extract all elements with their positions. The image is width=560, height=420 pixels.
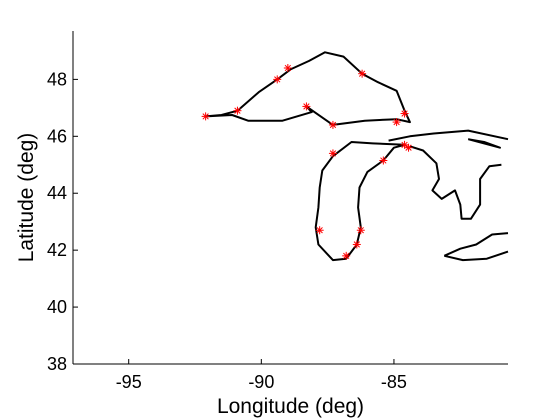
shoreline-series-4 bbox=[467, 138, 501, 149]
star-marker-15 bbox=[352, 240, 361, 249]
star-marker-12 bbox=[404, 143, 413, 152]
star-marker-5 bbox=[400, 109, 409, 118]
star-marker-1 bbox=[233, 106, 242, 115]
star-marker-13 bbox=[315, 226, 324, 235]
shoreline-series-5 bbox=[444, 250, 509, 262]
x-tick-label: -95 bbox=[116, 372, 142, 392]
x-tick-label: -85 bbox=[381, 372, 407, 392]
shoreline-series-0 bbox=[205, 51, 411, 126]
star-marker-9 bbox=[328, 149, 337, 158]
star-marker-6 bbox=[392, 118, 401, 127]
star-marker-2 bbox=[273, 75, 282, 84]
shoreline-series-6 bbox=[443, 232, 509, 257]
shoreline-series-2 bbox=[409, 145, 502, 220]
star-marker-16 bbox=[342, 251, 351, 260]
x-ticks: -95 -90 -85 bbox=[116, 359, 407, 392]
y-tick-label: 44 bbox=[47, 183, 67, 203]
star-marker-4 bbox=[358, 69, 367, 78]
y-tick-label: 46 bbox=[47, 126, 67, 146]
star-marker-3 bbox=[283, 64, 292, 72]
y-tick-label: 42 bbox=[47, 240, 67, 260]
star-marker-14 bbox=[356, 226, 365, 235]
y-tick-label: 48 bbox=[47, 69, 67, 89]
axes bbox=[72, 31, 508, 365]
y-ticks: 38 40 42 44 46 48 bbox=[47, 69, 78, 374]
x-tick-label: -90 bbox=[248, 372, 274, 392]
y-tick-label: 40 bbox=[47, 297, 67, 317]
star-marker-10 bbox=[379, 156, 388, 165]
y-tick-label: 38 bbox=[47, 354, 67, 374]
y-axis-label: Latitude (deg) bbox=[15, 133, 38, 263]
star-marker-7 bbox=[302, 102, 311, 111]
star-marker-8 bbox=[328, 120, 337, 129]
star-marker-0 bbox=[201, 112, 210, 121]
shoreline-series-1 bbox=[314, 141, 406, 262]
x-axis-label: Longitude (deg) bbox=[217, 395, 364, 418]
shoreline-series-3 bbox=[388, 129, 509, 142]
plot-area bbox=[201, 51, 509, 262]
